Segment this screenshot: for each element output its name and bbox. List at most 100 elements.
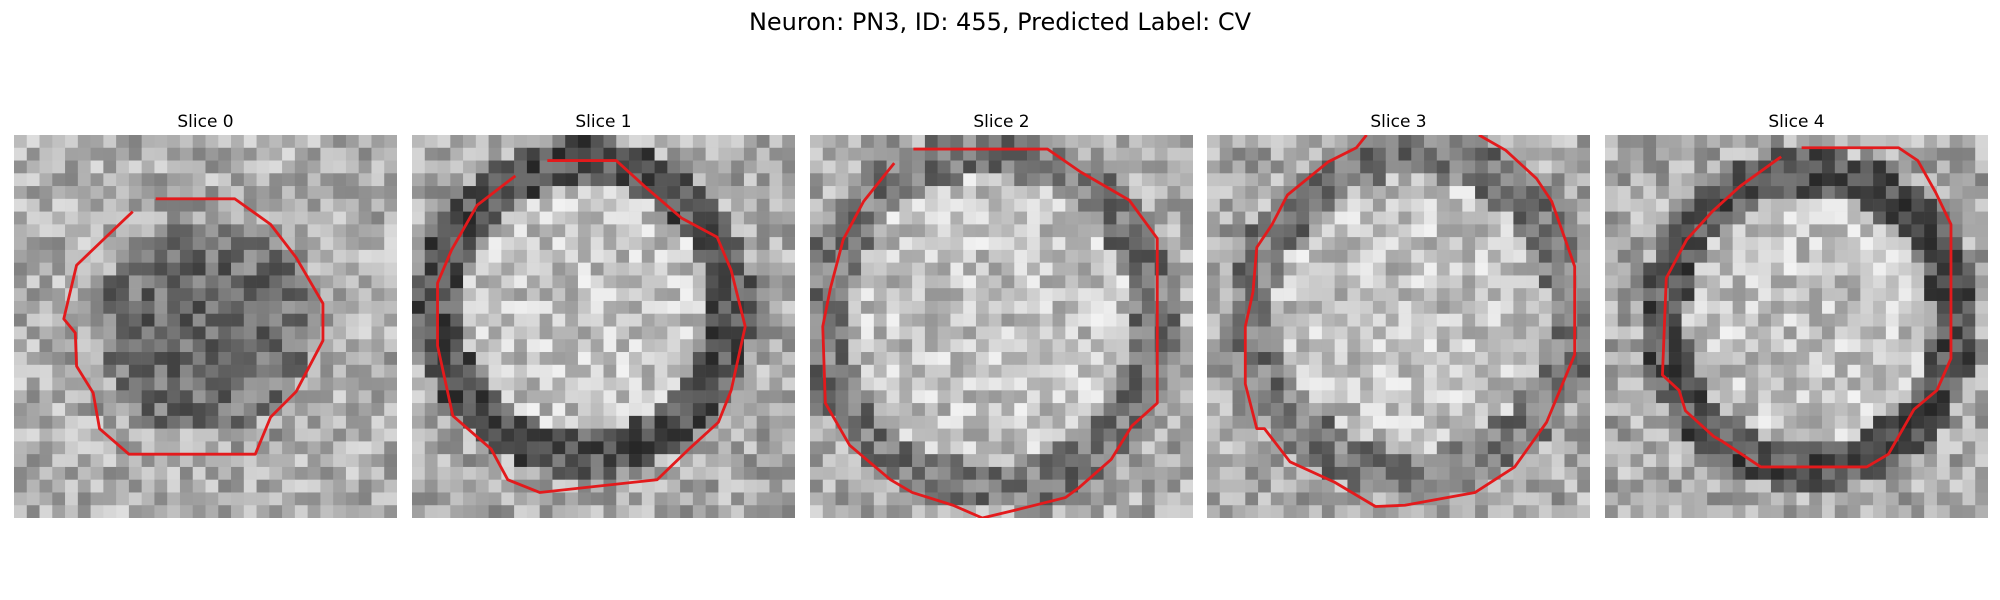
slice-pixel — [128, 492, 142, 506]
slice-pixel — [141, 364, 155, 378]
slice-pixel — [1551, 173, 1565, 187]
slice-pixel — [1232, 147, 1246, 161]
slice-pixel — [1719, 173, 1733, 187]
slice-pixel — [475, 173, 489, 187]
slice-pixel — [141, 313, 155, 327]
slice-pixel — [1630, 352, 1644, 366]
slice-pixel — [345, 173, 359, 187]
slice-pixel — [718, 415, 732, 429]
slice-pixel — [810, 403, 824, 417]
slice-pixel — [1551, 403, 1565, 417]
slice-pixel — [641, 173, 655, 187]
slice-pixel — [963, 326, 977, 340]
slice-pixel — [77, 160, 91, 174]
slice-pixel — [282, 135, 296, 149]
slice-pixel — [1847, 160, 1861, 174]
slice-pixel — [1873, 288, 1887, 302]
slice-pixel — [1949, 479, 1963, 493]
slice-pixel — [256, 390, 270, 404]
slice-pixel — [641, 339, 655, 353]
slice-pixel — [1167, 454, 1181, 468]
slice-pixel — [1475, 326, 1489, 340]
slice-pixel — [1436, 300, 1450, 314]
slice-pixel — [345, 326, 359, 340]
slice-pixel — [1975, 364, 1988, 378]
slice-pixel — [1605, 224, 1619, 238]
slice-pixel — [526, 160, 540, 174]
slice-pixel — [282, 186, 296, 200]
slice-pixel — [320, 454, 334, 468]
slice-pixel — [1860, 249, 1874, 263]
slice-pixel — [116, 415, 130, 429]
slice-pixel — [231, 492, 245, 506]
slice-pixel — [1719, 428, 1733, 442]
slice-pixel — [26, 352, 40, 366]
slice-pixel — [1732, 198, 1746, 212]
slice-pixel — [641, 288, 655, 302]
slice-pixel — [1668, 198, 1682, 212]
slice-pixel — [1321, 198, 1335, 212]
slice-pixel — [358, 339, 372, 353]
slice-pixel — [705, 492, 719, 506]
slice-pixel — [1167, 275, 1181, 289]
slice-pixel — [1321, 249, 1335, 263]
slice-pixel — [412, 466, 426, 480]
slice-pixel — [1681, 211, 1695, 225]
slice-pixel — [552, 249, 566, 263]
slice-pixel — [692, 377, 706, 391]
slice-pixel — [873, 262, 887, 276]
slice-pixel — [782, 466, 795, 480]
slice-pixel — [539, 198, 553, 212]
slice-pixel — [1834, 505, 1848, 518]
slice-pixel — [450, 479, 464, 493]
slice-pixel — [1014, 147, 1028, 161]
slice-pixel — [1436, 262, 1450, 276]
slice-pixel — [822, 198, 836, 212]
slice-pixel — [269, 249, 283, 263]
slice-pixel — [1617, 224, 1631, 238]
slice-pixel — [514, 313, 528, 327]
slice-pixel — [307, 186, 321, 200]
slice-pixel — [1719, 313, 1733, 327]
slice-pixel — [488, 300, 502, 314]
slice-pixel — [1860, 428, 1874, 442]
slice-pixel — [616, 173, 630, 187]
slice-pixel — [1681, 198, 1695, 212]
slice-pixel — [282, 377, 296, 391]
slice-pixel — [1707, 186, 1721, 200]
slice-pixel — [116, 352, 130, 366]
slice-pixel — [705, 390, 719, 404]
slice-pixel — [412, 160, 426, 174]
slice-pixel — [1424, 428, 1438, 442]
slice-pixel — [1270, 288, 1284, 302]
slice-pixel — [1936, 441, 1950, 455]
slice-pixel — [1745, 364, 1759, 378]
slice-pixel — [1719, 160, 1733, 174]
slice-pixel — [450, 492, 464, 506]
slice-pixel — [1283, 505, 1297, 518]
slice-pixel — [1809, 135, 1823, 149]
slice-pixel — [1065, 237, 1079, 251]
slice-pixel — [1385, 352, 1399, 366]
slice-pixel — [269, 288, 283, 302]
slice-pixel — [1027, 275, 1041, 289]
slice-pixel — [1630, 198, 1644, 212]
slice-pixel — [488, 403, 502, 417]
slice-pixel — [1321, 390, 1335, 404]
slice-pixel — [1424, 224, 1438, 238]
slice-pixel — [1321, 186, 1335, 200]
slice-pixel — [371, 479, 385, 493]
slice-pixel — [1052, 313, 1066, 327]
slice-pixel — [282, 492, 296, 506]
slice-pixel — [873, 479, 887, 493]
slice-pixel — [269, 186, 283, 200]
slice-pixel — [912, 339, 926, 353]
slice-pixel — [1936, 415, 1950, 429]
slice-pixel — [333, 364, 347, 378]
slice-pixel — [1719, 364, 1733, 378]
slice-pixel — [1090, 352, 1104, 366]
slice-pixel — [103, 339, 117, 353]
slice-pixel — [501, 211, 515, 225]
slice-pixel — [1027, 352, 1041, 366]
slice-pixel — [1500, 390, 1514, 404]
